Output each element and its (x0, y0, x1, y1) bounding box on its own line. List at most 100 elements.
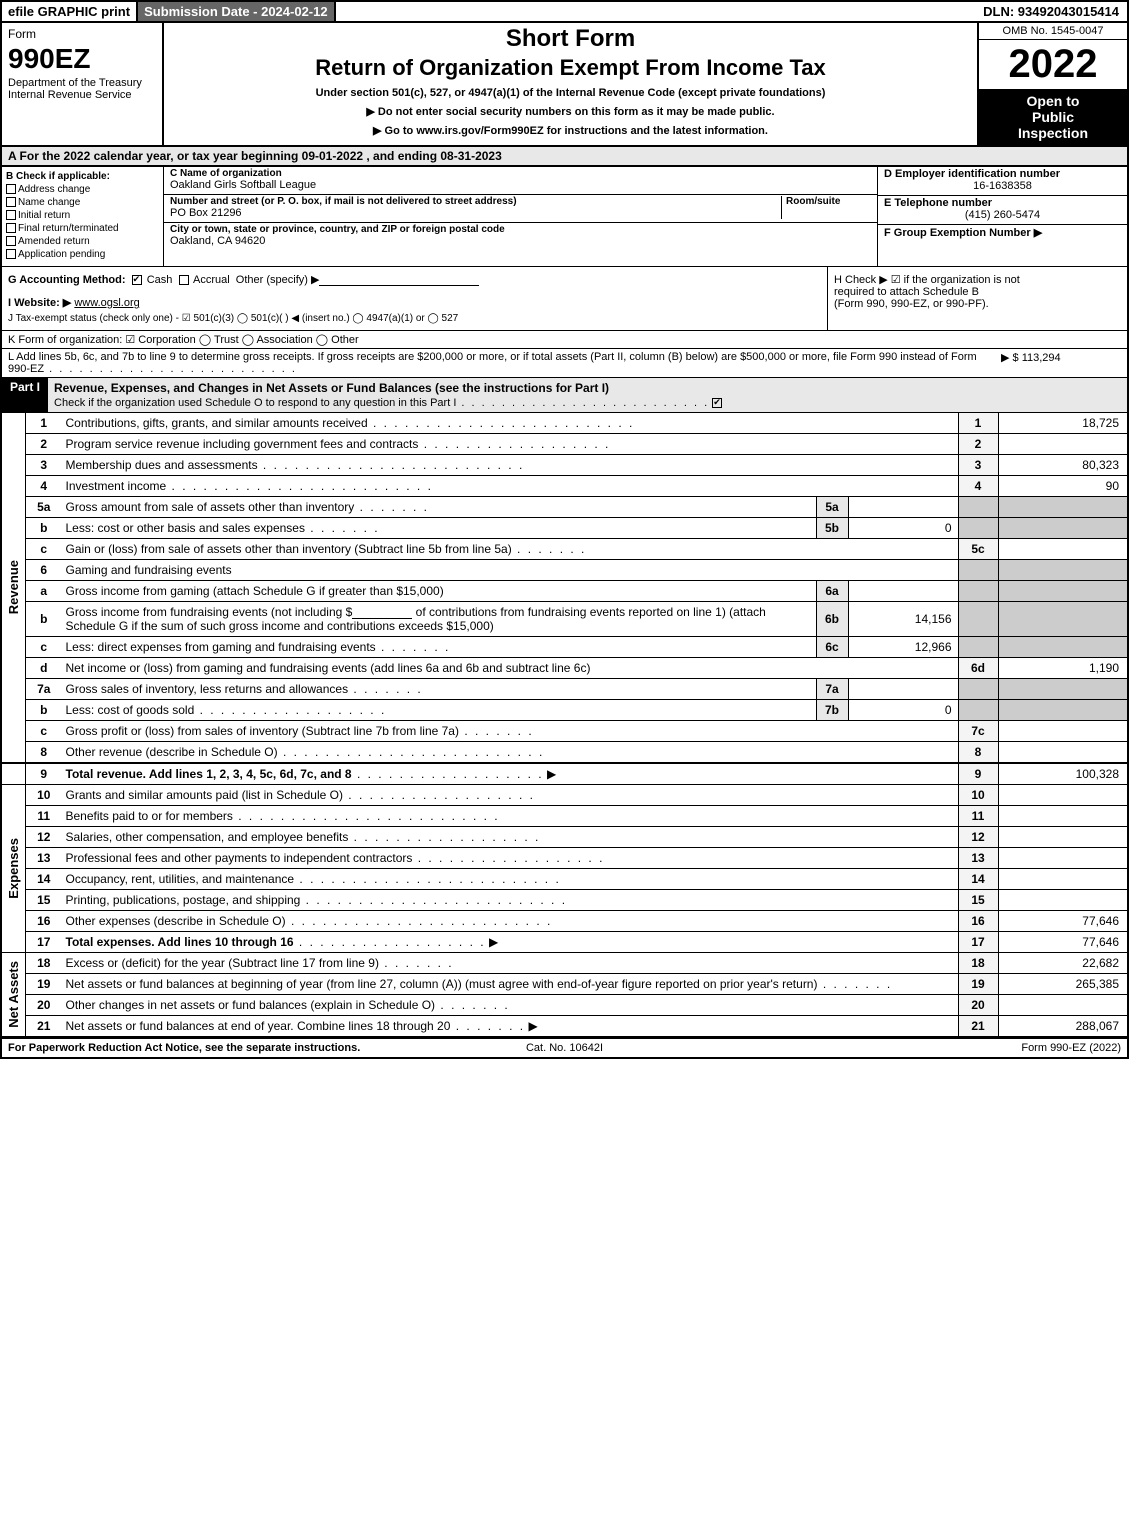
phone-value: (415) 260-5474 (884, 209, 1121, 221)
line-3: 3 Membership dues and assessments 3 80,3… (1, 455, 1128, 476)
line-5c: c Gain or (loss) from sale of assets oth… (1, 539, 1128, 560)
arrow-icon: ▶ (528, 1019, 537, 1033)
footer-row: For Paperwork Reduction Act Notice, see … (0, 1037, 1129, 1059)
website-value[interactable]: www.ogsl.org (74, 297, 139, 309)
under-section-text: Under section 501(c), 527, or 4947(a)(1)… (166, 87, 975, 99)
line-10: Expenses 10 Grants and similar amounts p… (1, 785, 1128, 806)
form-label: Form (8, 27, 156, 41)
section-j-tax-exempt: J Tax-exempt status (check only one) - ☑… (8, 313, 821, 324)
other-method-label: Other (specify) ▶ (236, 274, 320, 286)
section-g-accounting: G Accounting Method: Cash Accrual Other … (2, 267, 827, 330)
cash-label: Cash (147, 274, 173, 286)
section-l-gross-receipts: L Add lines 5b, 6c, and 7b to line 9 to … (0, 349, 1129, 378)
website-label: I Website: ▶ (8, 297, 71, 309)
section-b-checkboxes: B Check if applicable: Address change Na… (2, 167, 164, 266)
address-change-label: Address change (18, 184, 90, 195)
other-method-input[interactable] (319, 274, 479, 286)
dept-irs: Internal Revenue Service (8, 89, 156, 101)
checkbox-amended-return[interactable] (6, 236, 16, 246)
form-header-left: Form 990EZ Department of the Treasury In… (2, 23, 164, 145)
line-6: 6 Gaming and fundraising events (1, 560, 1128, 581)
amended-return-label: Amended return (18, 236, 90, 247)
line-20: 20 Other changes in net assets or fund b… (1, 995, 1128, 1016)
part-1-label: Part I (2, 378, 48, 412)
initial-return-label: Initial return (18, 210, 70, 221)
phone-label: E Telephone number (884, 197, 1121, 209)
form-header-center: Short Form Return of Organization Exempt… (164, 23, 979, 145)
checkbox-initial-return[interactable] (6, 210, 16, 220)
line-2: 2 Program service revenue including gove… (1, 434, 1128, 455)
section-l-amount: ▶ $ 113,294 (1001, 351, 1121, 375)
street-label: Number and street (or P. O. box, if mail… (170, 196, 781, 207)
line-7a: 7a Gross sales of inventory, less return… (1, 679, 1128, 700)
line-5a: 5a Gross amount from sale of assets othe… (1, 497, 1128, 518)
arrow-icon: ▶ (547, 767, 556, 781)
tax-year: 2022 (979, 40, 1127, 89)
checkbox-application-pending[interactable] (6, 249, 16, 259)
checkbox-final-return[interactable] (6, 223, 16, 233)
section-c-org-info: C Name of organization Oakland Girls Sof… (164, 167, 877, 266)
footer-center: Cat. No. 10642I (379, 1042, 750, 1054)
city-value: Oakland, CA 94620 (170, 235, 871, 247)
checkbox-cash[interactable] (132, 275, 142, 285)
checkbox-accrual[interactable] (179, 275, 189, 285)
public-text: Public (983, 109, 1123, 125)
section-a-tax-year: A For the 2022 calendar year, or tax yea… (0, 145, 1129, 165)
line-14: 14 Occupancy, rent, utilities, and maint… (1, 869, 1128, 890)
efile-label: efile GRAPHIC print (2, 2, 138, 21)
line-21: 21 Net assets or fund balances at end of… (1, 1016, 1128, 1037)
form-header-right: OMB No. 1545-0047 2022 Open to Public In… (979, 23, 1127, 145)
goto-link[interactable]: ▶ Go to www.irs.gov/Form990EZ for instru… (166, 124, 975, 137)
line-12: 12 Salaries, other compensation, and emp… (1, 827, 1128, 848)
part-1-title: Revenue, Expenses, and Changes in Net As… (48, 378, 1127, 412)
ssn-warning: ▶ Do not enter social security numbers o… (166, 105, 975, 118)
checkbox-schedule-o[interactable] (712, 398, 722, 408)
line-15: 15 Printing, publications, postage, and … (1, 890, 1128, 911)
part-1-check-text: Check if the organization used Schedule … (54, 397, 724, 409)
open-to-text: Open to (983, 93, 1123, 109)
ein-label: D Employer identification number (884, 168, 1121, 180)
line-9: 9 Total revenue. Add lines 1, 2, 3, 4, 5… (1, 763, 1128, 785)
line-6d: d Net income or (loss) from gaming and f… (1, 658, 1128, 679)
room-label: Room/suite (786, 196, 871, 207)
line-7c: c Gross profit or (loss) from sales of i… (1, 721, 1128, 742)
form-number: 990EZ (8, 43, 156, 75)
part-1-header-row: Part I Revenue, Expenses, and Changes in… (0, 378, 1129, 413)
city-label: City or town, state or province, country… (170, 224, 871, 235)
ein-value: 16-1638358 (884, 180, 1121, 192)
line-6b: b Gross income from fundraising events (… (1, 602, 1128, 637)
line-17: 17 Total expenses. Add lines 10 through … (1, 932, 1128, 953)
line-6a: a Gross income from gaming (attach Sched… (1, 581, 1128, 602)
gh-block: G Accounting Method: Cash Accrual Other … (0, 267, 1129, 331)
expenses-vertical-label: Expenses (6, 838, 21, 899)
line-6b-input[interactable] (352, 607, 412, 619)
inspection-text: Inspection (983, 125, 1123, 141)
accounting-method-label: G Accounting Method: (8, 274, 126, 286)
street-value: PO Box 21296 (170, 207, 781, 219)
line-6c: c Less: direct expenses from gaming and … (1, 637, 1128, 658)
revenue-vertical-label: Revenue (6, 560, 21, 614)
identity-block: B Check if applicable: Address change Na… (0, 165, 1129, 267)
line-11: 11 Benefits paid to or for members 11 (1, 806, 1128, 827)
dept-treasury: Department of the Treasury (8, 77, 156, 89)
arrow-icon: ▶ (489, 935, 498, 949)
name-change-label: Name change (18, 197, 80, 208)
section-k-form-org: K Form of organization: ☑ Corporation ◯ … (0, 331, 1129, 349)
section-def: D Employer identification number 16-1638… (877, 167, 1127, 266)
h-text2: required to attach Schedule B (834, 286, 1121, 298)
checkbox-address-change[interactable] (6, 184, 16, 194)
checkbox-name-change[interactable] (6, 197, 16, 207)
org-name-label: C Name of organization (170, 168, 871, 179)
line-7b: b Less: cost of goods sold 7b 0 (1, 700, 1128, 721)
line-4: 4 Investment income 4 90 (1, 476, 1128, 497)
line-18: Net Assets 18 Excess or (deficit) for th… (1, 953, 1128, 974)
line-16: 16 Other expenses (describe in Schedule … (1, 911, 1128, 932)
h-text1: H Check ▶ ☑ if the organization is not (834, 273, 1121, 286)
h-text3: (Form 990, 990-EZ, or 990-PF). (834, 298, 1121, 310)
line-19: 19 Net assets or fund balances at beginn… (1, 974, 1128, 995)
top-bar: efile GRAPHIC print Submission Date - 20… (0, 0, 1129, 21)
final-return-label: Final return/terminated (18, 223, 119, 234)
line-13: 13 Professional fees and other payments … (1, 848, 1128, 869)
line-5b: b Less: cost or other basis and sales ex… (1, 518, 1128, 539)
section-h-schedule-b: H Check ▶ ☑ if the organization is not r… (827, 267, 1127, 330)
